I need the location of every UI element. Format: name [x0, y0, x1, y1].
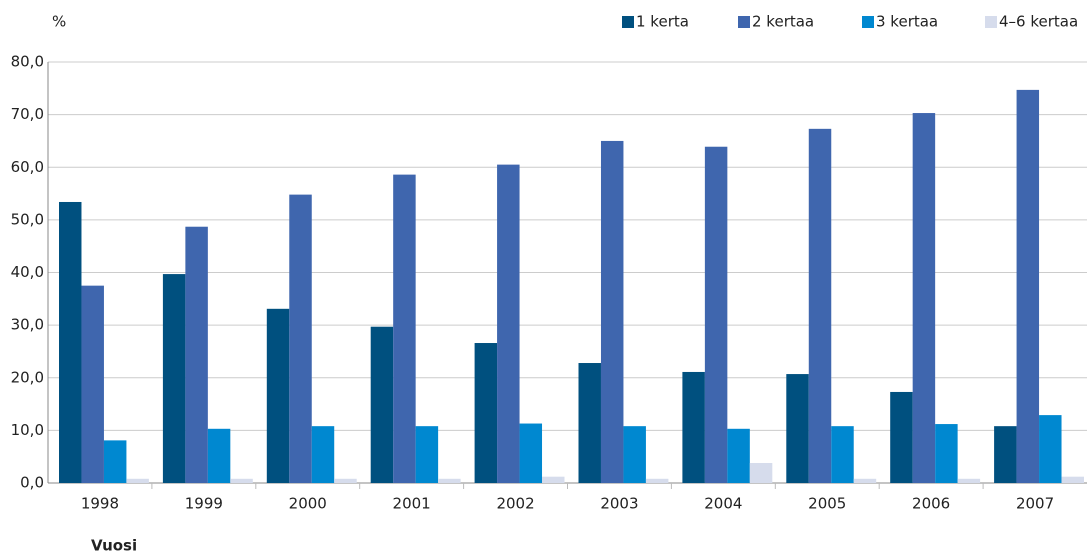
bar: [1039, 415, 1062, 483]
x-tick-label: 2003: [600, 495, 638, 513]
bar: [415, 426, 439, 483]
bar: [727, 428, 750, 483]
bar: [311, 426, 335, 483]
x-tick-label: 2000: [289, 495, 327, 513]
bar: [370, 326, 394, 483]
y-tick-label: 60,0: [11, 158, 44, 176]
x-tick-label: 2007: [1016, 495, 1054, 513]
legend-label: 1 kerta: [636, 13, 689, 31]
bar: [890, 391, 913, 483]
bar: [438, 478, 461, 483]
x-tick-label: 2001: [393, 495, 431, 513]
bar: [81, 285, 104, 483]
bar: [749, 463, 773, 483]
bar: [912, 113, 936, 483]
bar: [831, 426, 854, 483]
bar: [1061, 476, 1084, 483]
y-tick-label: 40,0: [11, 263, 44, 281]
bar: [682, 371, 705, 483]
bar: [162, 274, 186, 483]
legend-label: 3 kertaa: [876, 13, 938, 31]
bar: [230, 478, 253, 483]
legend-swatch: [622, 16, 634, 28]
x-tick-label: 2004: [704, 495, 742, 513]
bar: [519, 423, 543, 483]
bar: [103, 440, 127, 483]
y-tick-label: 0,0: [20, 474, 44, 492]
legend-swatch: [738, 16, 750, 28]
legend-label: 2 kertaa: [752, 13, 814, 31]
bar: [600, 140, 624, 483]
legend-swatch: [985, 16, 997, 28]
bar: [853, 478, 877, 483]
bar: [289, 194, 312, 484]
bar: [935, 424, 958, 483]
y-tick-label: 70,0: [11, 105, 44, 123]
bar: [1016, 89, 1040, 484]
bar: [786, 374, 809, 483]
bar: [957, 478, 981, 483]
bar: [207, 428, 231, 483]
bar: [266, 308, 290, 483]
y-tick-label: 80,0: [11, 53, 44, 71]
legend-label: 4–6 kertaa: [999, 13, 1078, 31]
y-tick-label: 10,0: [11, 421, 44, 439]
bar: [334, 478, 357, 483]
x-tick-label: 1998: [81, 495, 119, 513]
y-tick-label: 20,0: [11, 368, 44, 386]
bar: [994, 426, 1017, 483]
bar: [59, 201, 82, 484]
x-tick-label: 1999: [185, 495, 223, 513]
x-tick-label: 2006: [912, 495, 950, 513]
bar: [542, 476, 565, 483]
bar: [126, 478, 149, 483]
y-tick-label: 50,0: [11, 210, 44, 228]
bar: [497, 164, 520, 483]
bar: [808, 128, 832, 484]
bar: [623, 426, 646, 483]
bar: [474, 343, 498, 483]
bar: [578, 363, 601, 483]
y-unit: %: [52, 13, 66, 31]
x-axis-label: Vuosi: [91, 537, 137, 555]
legend-swatch: [862, 16, 874, 28]
bar: [645, 478, 669, 483]
x-tick-label: 2005: [808, 495, 846, 513]
y-tick-label: 30,0: [11, 316, 44, 334]
bar: [185, 226, 208, 483]
bar: [393, 174, 416, 483]
x-tick-label: 2002: [496, 495, 534, 513]
bar: [704, 146, 728, 483]
